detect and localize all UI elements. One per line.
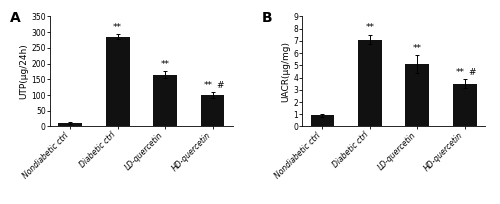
Y-axis label: UTP(μg/24h): UTP(μg/24h) <box>20 43 28 99</box>
Bar <box>453 84 476 126</box>
Bar <box>406 64 429 126</box>
Text: **: ** <box>456 68 464 77</box>
Text: **: ** <box>160 60 170 69</box>
Text: #: # <box>468 68 476 77</box>
Bar <box>200 95 224 126</box>
Text: A: A <box>10 11 20 25</box>
Text: **: ** <box>204 81 212 90</box>
Text: B: B <box>262 11 272 25</box>
Y-axis label: UACR(μg/mg): UACR(μg/mg) <box>282 41 290 102</box>
Bar <box>106 37 130 126</box>
Text: **: ** <box>113 23 122 32</box>
Bar <box>358 40 382 126</box>
Text: **: ** <box>413 44 422 53</box>
Bar <box>58 123 82 126</box>
Bar <box>154 74 177 126</box>
Text: #: # <box>216 81 224 90</box>
Text: **: ** <box>366 23 374 32</box>
Bar <box>310 115 334 126</box>
